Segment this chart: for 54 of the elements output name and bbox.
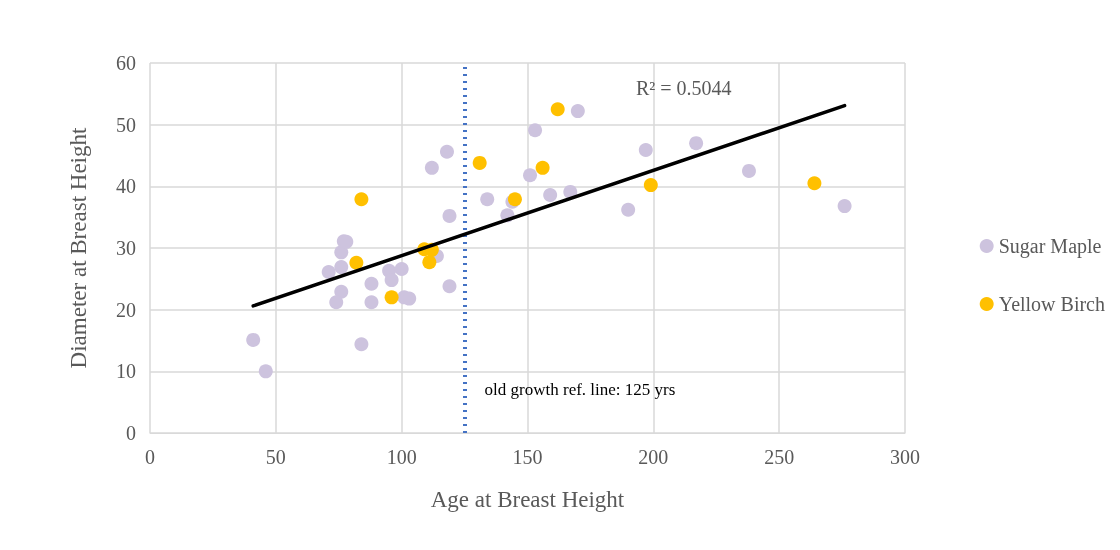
point (364, 295, 379, 310)
point (550, 102, 565, 117)
point (364, 276, 379, 291)
point (394, 261, 409, 276)
point (621, 202, 636, 217)
point (543, 187, 558, 202)
point (258, 364, 273, 379)
legend-label: Yellow Birch (998, 293, 1105, 315)
point (689, 136, 704, 151)
point (570, 104, 585, 119)
legend-label: Sugar Maple (998, 235, 1102, 258)
point (472, 155, 487, 170)
y-tick-label: 20 (116, 298, 136, 321)
point (354, 192, 369, 207)
x-tick-label: 50 (265, 446, 286, 468)
point (424, 160, 439, 175)
y-tick-label: 50 (116, 113, 136, 136)
point (384, 290, 399, 305)
y-tick-label: 30 (116, 237, 136, 259)
x-tick-label: 300 (890, 446, 920, 468)
point (442, 279, 457, 294)
x-tick-label: 150 (512, 446, 543, 468)
point (837, 199, 852, 214)
point (422, 255, 437, 270)
y-tick-label: 60 (116, 52, 136, 74)
y-tick-label: 0 (126, 422, 136, 444)
ref-line-label: old growth ref. line: 125 yrs (484, 380, 676, 399)
point (246, 332, 261, 347)
point (334, 260, 349, 275)
point (442, 208, 457, 223)
point (480, 192, 495, 207)
point (643, 178, 658, 193)
x-tick-label: 250 (764, 446, 795, 468)
point (354, 337, 369, 352)
x-tick-label: 100 (386, 446, 417, 468)
point (321, 265, 336, 280)
point (329, 295, 344, 310)
y-tick-label: 10 (116, 360, 136, 383)
point (349, 255, 364, 270)
x-axis-title: Age at Breast Height (430, 487, 625, 512)
annotation: R² = 0.5044 (636, 77, 732, 99)
point (384, 273, 399, 288)
x-tick-label: 0 (145, 446, 155, 468)
point (439, 144, 454, 159)
point (741, 163, 756, 178)
point (535, 160, 550, 175)
point (638, 142, 653, 157)
point (528, 123, 543, 138)
point (334, 284, 349, 299)
point (523, 168, 538, 183)
y-axis-title: Diameter at Breast Height (66, 127, 91, 369)
y-tick-label: 40 (116, 175, 136, 198)
x-tick-label: 200 (638, 446, 669, 468)
point (807, 176, 822, 191)
